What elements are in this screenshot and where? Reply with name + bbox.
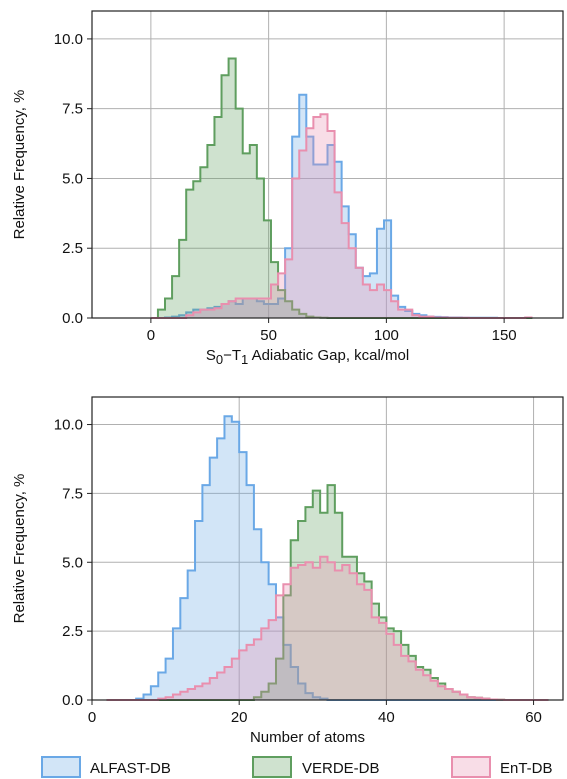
legend-item-alfast: ALFAST-DB — [41, 756, 171, 778]
y-tick-label: 5.0 — [62, 170, 83, 187]
y-tick-label: 2.5 — [62, 240, 83, 257]
series-fill-verde-db — [106, 485, 549, 700]
series-line-ent-db — [106, 555, 549, 701]
legend-swatch-ent — [451, 756, 491, 778]
x-tick-label: 50 — [260, 327, 277, 344]
legend-label-ent: EnT-DB — [500, 760, 553, 777]
x-axis-label: S0−T1 Adiabatic Gap, kcal/mol — [206, 347, 409, 367]
y-tick-label: 0.0 — [62, 310, 83, 327]
x-tick-label: 0 — [147, 327, 155, 344]
y-axis-label: Relative Frequency, % — [11, 90, 28, 240]
x-tick-label: 60 — [525, 709, 542, 726]
gap-histogram-chart: 0 50 100 150 0.0 2.5 5.0 7.5 10.0 Relative Freque… — [11, 10, 564, 367]
series-fill-verde-db — [150, 58, 533, 318]
x-axis-label-subscript: 1 — [241, 352, 248, 367]
y-tick-label: 10.0 — [54, 417, 83, 434]
x-tick-label: 20 — [231, 709, 248, 726]
legend: ALFAST-DB VERDE-DB EnT-DB — [41, 756, 553, 778]
y-tick-label: 10.0 — [54, 31, 83, 48]
y-tick-label: 5.0 — [62, 554, 83, 571]
x-axis-label-part: −T — [223, 347, 241, 364]
x-axis-label-part: Adiabatic Gap, kcal/mol — [248, 347, 409, 364]
y-axis-label: Relative Frequency, % — [11, 474, 28, 624]
x-axis-label-part: S — [206, 347, 216, 364]
series-fill-ent-db — [106, 556, 549, 700]
x-axis-label: Number of atoms — [250, 729, 365, 746]
x-tick-label: 100 — [374, 327, 399, 344]
legend-item-verde: VERDE-DB — [252, 756, 380, 778]
legend-swatch-alfast — [41, 756, 81, 778]
y-tick-label: 7.5 — [62, 485, 83, 502]
legend-label-verde: VERDE-DB — [302, 760, 380, 777]
series-fill-alfast-db — [106, 416, 549, 700]
x-tick-label: 40 — [378, 709, 395, 726]
x-tick-label: 150 — [492, 327, 517, 344]
legend-label-alfast: ALFAST-DB — [90, 760, 171, 777]
y-tick-label: 7.5 — [62, 101, 83, 118]
y-tick-label: 2.5 — [62, 623, 83, 640]
legend-swatch-verde — [252, 756, 292, 778]
plot-frame — [91, 396, 564, 701]
plot-frame — [91, 10, 564, 319]
legend-item-ent: EnT-DB — [451, 756, 553, 778]
y-tick-label: 0.0 — [62, 692, 83, 709]
atoms-histogram-chart: 0 20 40 60 0.0 2.5 5.0 7.5 10.0 Relative Frequenc… — [11, 396, 564, 746]
x-tick-label: 0 — [88, 709, 96, 726]
x-axis-label-subscript: 0 — [216, 352, 223, 367]
